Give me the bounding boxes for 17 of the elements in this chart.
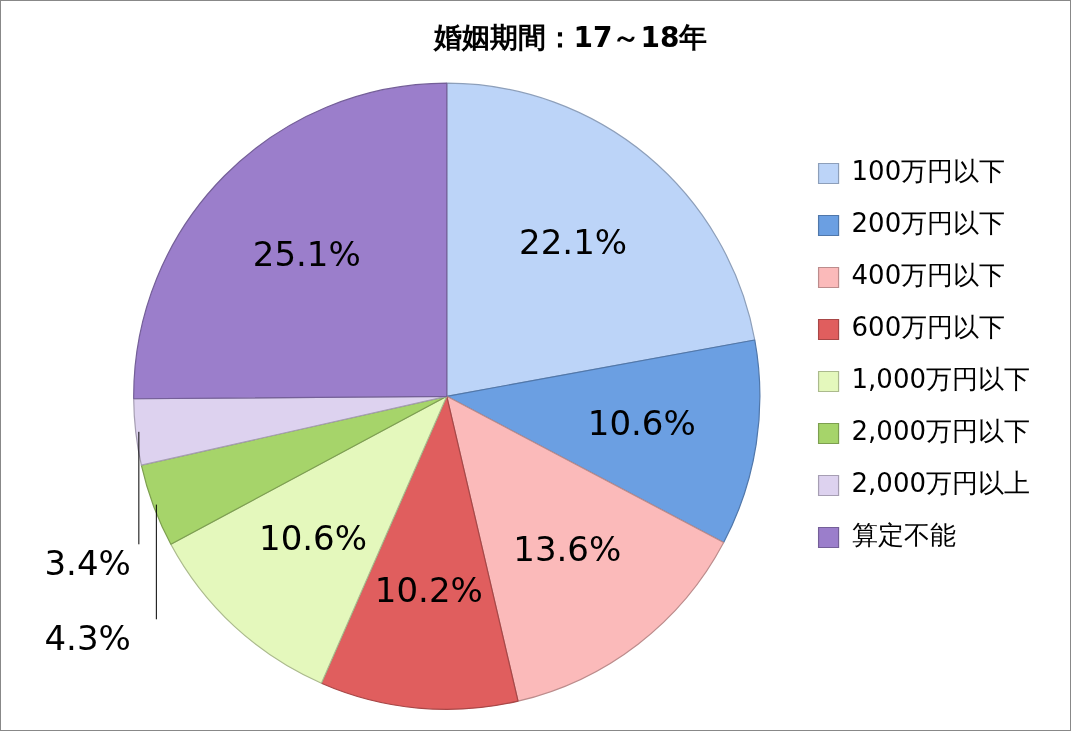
data-label: 22.1% — [519, 221, 628, 262]
data-label: 4.3% — [44, 618, 131, 659]
data-label: 25.1% — [252, 234, 361, 275]
legend-label: 2,000万円以上 — [851, 468, 1030, 499]
chart-title: 婚姻期間：17～18年 — [432, 21, 708, 55]
data-label: 13.6% — [513, 529, 622, 570]
legend-label: 1,000万円以下 — [851, 364, 1030, 395]
legend-label: 400万円以下 — [851, 260, 1006, 291]
legend-label: 2,000万円以下 — [851, 416, 1030, 447]
data-label: 10.2% — [374, 569, 483, 610]
legend-label: 600万円以下 — [851, 312, 1006, 343]
legend-label: 100万円以下 — [851, 156, 1006, 187]
legend-label: 算定不能 — [851, 520, 956, 551]
data-label: 10.6% — [587, 403, 696, 444]
data-label: 3.4% — [44, 543, 131, 584]
data-label: 10.6% — [259, 518, 368, 559]
legend-label: 200万円以下 — [851, 208, 1006, 239]
